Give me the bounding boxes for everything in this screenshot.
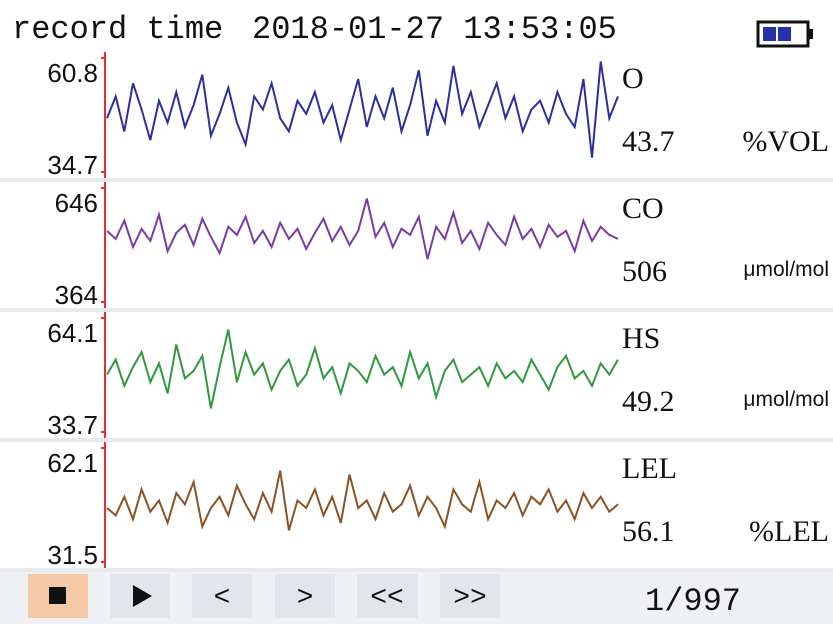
gas-reading: 506: [622, 255, 667, 288]
prev-button[interactable]: [192, 574, 252, 618]
gas-reading: 49.2: [622, 385, 675, 418]
first-label: <<: [370, 583, 404, 614]
next-button[interactable]: [275, 574, 335, 618]
y-tick-label: 33.7: [47, 410, 98, 440]
gas-name: LEL: [622, 452, 677, 485]
y-tick-label: 364: [55, 280, 98, 310]
last-button[interactable]: [440, 574, 500, 618]
first-button[interactable]: [357, 574, 418, 618]
gas-unit: μmol/mol: [743, 258, 829, 281]
separator: [0, 308, 833, 312]
gas-reading: 43.7: [622, 125, 675, 158]
gas-name: HS: [622, 322, 660, 355]
y-tick-label: 34.7: [47, 150, 98, 180]
next-label: >: [297, 583, 314, 614]
separator: [0, 568, 833, 572]
plot-panel: [105, 182, 620, 308]
separator: [0, 178, 833, 182]
trace: [106, 329, 619, 409]
play-icon: [133, 585, 152, 607]
gas-unit: %LEL: [749, 515, 829, 548]
y-tick-label: 60.8: [47, 58, 98, 88]
trace: [106, 470, 619, 531]
gas-reading: 56.1: [622, 515, 675, 548]
record-label: record time: [12, 11, 223, 48]
plot-panel: [105, 52, 620, 178]
battery-icon: [756, 20, 813, 48]
gas-unit: %VOL: [742, 125, 829, 158]
y-tick-label: 62.1: [47, 448, 98, 478]
separator: [0, 438, 833, 442]
trace: [106, 61, 619, 158]
trace: [106, 198, 619, 260]
page-counter: 1/997: [645, 583, 741, 620]
y-tick-label: 64.1: [47, 318, 98, 348]
timestamp: 2018-01-27 13:53:05: [252, 11, 617, 48]
y-tick-label: 31.5: [47, 540, 98, 570]
gas-unit: μmol/mol: [743, 388, 829, 411]
gas-name: CO: [622, 192, 664, 225]
prev-label: <: [214, 583, 231, 614]
stop-icon: [49, 587, 66, 604]
y-tick-label: 646: [55, 188, 98, 218]
gas-name: O: [622, 62, 644, 95]
last-label: >>: [453, 583, 487, 614]
